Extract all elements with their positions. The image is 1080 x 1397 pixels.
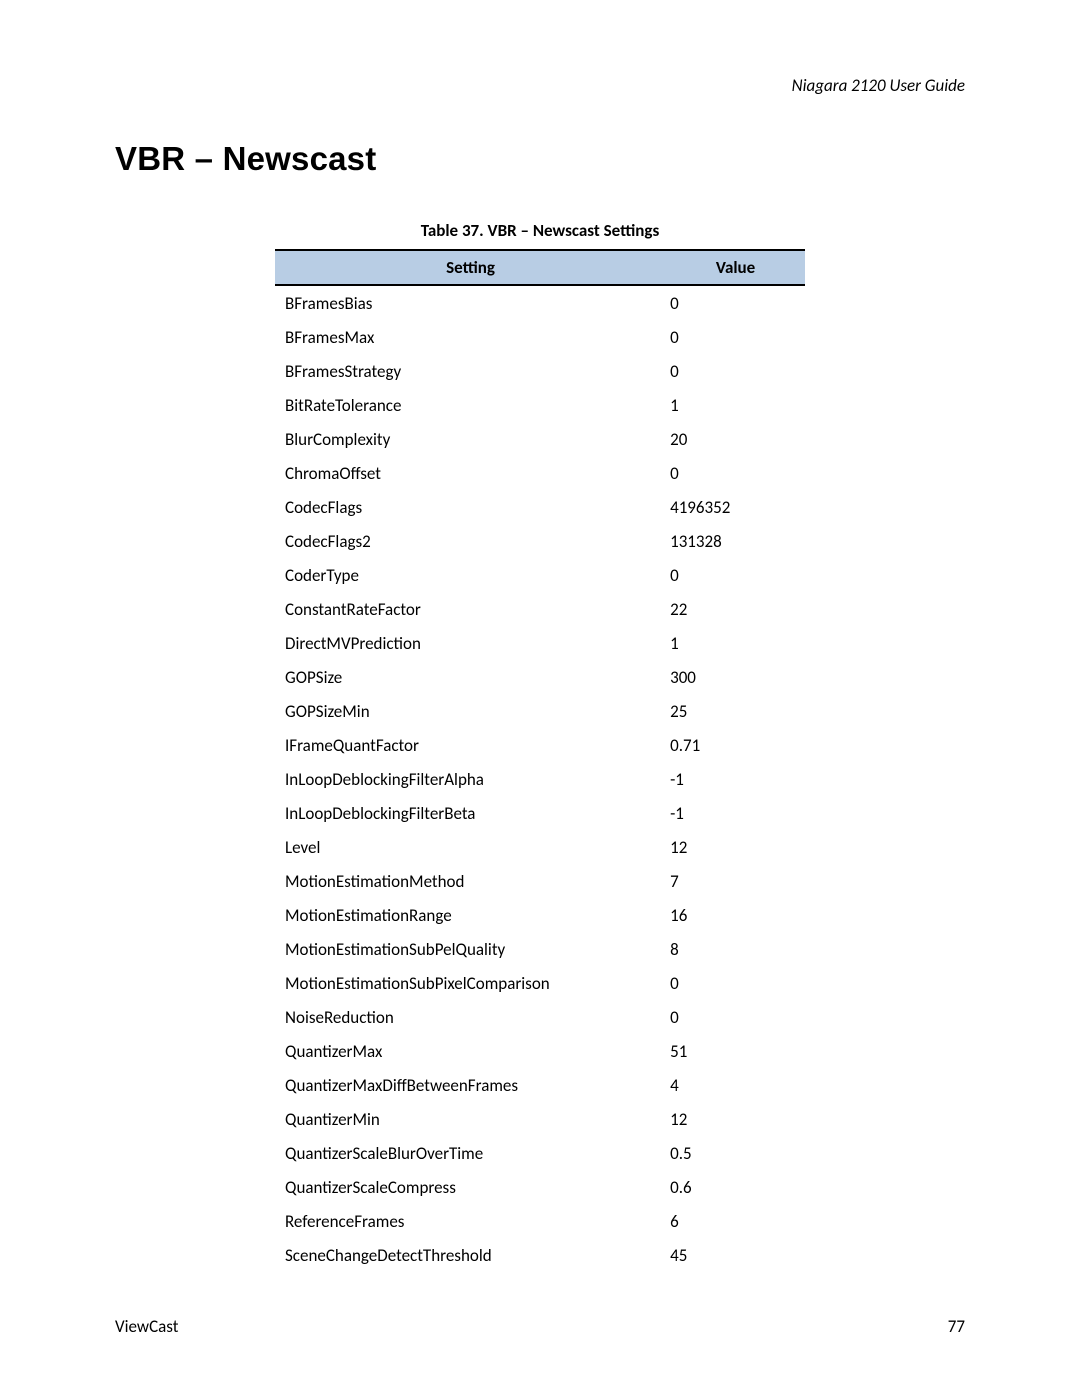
value-cell: 1	[666, 626, 805, 660]
table-header-row: Setting Value	[275, 250, 805, 285]
page-footer: ViewCast 77	[115, 1316, 965, 1337]
setting-cell: BitRateTolerance	[275, 388, 666, 422]
setting-cell: MotionEstimationMethod	[275, 864, 666, 898]
setting-cell: MotionEstimationSubPixelComparison	[275, 966, 666, 1000]
table-row: MotionEstimationRange16	[275, 898, 805, 932]
setting-cell: NoiseReduction	[275, 1000, 666, 1034]
footer-page-number: 77	[948, 1316, 965, 1337]
table-row: QuantizerMaxDiffBetweenFrames4	[275, 1068, 805, 1102]
setting-cell: CodecFlags	[275, 490, 666, 524]
table-row: BFramesBias0	[275, 285, 805, 320]
value-cell: 45	[666, 1238, 805, 1272]
column-header-value: Value	[666, 250, 805, 285]
value-cell: 0	[666, 285, 805, 320]
table-caption: Table 37. VBR – Newscast Settings	[115, 220, 965, 241]
column-header-setting: Setting	[275, 250, 666, 285]
setting-cell: GOPSize	[275, 660, 666, 694]
section-heading: VBR – Newscast	[115, 140, 965, 178]
table-row: DirectMVPrediction1	[275, 626, 805, 660]
value-cell: 0.5	[666, 1136, 805, 1170]
setting-cell: BFramesMax	[275, 320, 666, 354]
table-row: BlurComplexity20	[275, 422, 805, 456]
table-row: InLoopDeblockingFilterAlpha-1	[275, 762, 805, 796]
value-cell: 0	[666, 1000, 805, 1034]
value-cell: 300	[666, 660, 805, 694]
value-cell: 0	[666, 456, 805, 490]
value-cell: 0	[666, 558, 805, 592]
value-cell: 12	[666, 830, 805, 864]
value-cell: 0	[666, 354, 805, 388]
setting-cell: BlurComplexity	[275, 422, 666, 456]
table-row: BFramesStrategy0	[275, 354, 805, 388]
setting-cell: ChromaOffset	[275, 456, 666, 490]
setting-cell: ReferenceFrames	[275, 1204, 666, 1238]
value-cell: 22	[666, 592, 805, 626]
table-row: ChromaOffset0	[275, 456, 805, 490]
setting-cell: QuantizerMax	[275, 1034, 666, 1068]
setting-cell: GOPSizeMin	[275, 694, 666, 728]
table-row: MotionEstimationSubPixelComparison0	[275, 966, 805, 1000]
value-cell: 131328	[666, 524, 805, 558]
setting-cell: ConstantRateFactor	[275, 592, 666, 626]
setting-cell: CodecFlags2	[275, 524, 666, 558]
value-cell: 25	[666, 694, 805, 728]
value-cell: 20	[666, 422, 805, 456]
table-row: CodecFlags2131328	[275, 524, 805, 558]
table-row: GOPSize300	[275, 660, 805, 694]
document-title: Niagara 2120 User Guide	[115, 75, 965, 96]
footer-left: ViewCast	[115, 1316, 178, 1337]
setting-cell: QuantizerMaxDiffBetweenFrames	[275, 1068, 666, 1102]
table-row: MotionEstimationSubPelQuality8	[275, 932, 805, 966]
setting-cell: MotionEstimationSubPelQuality	[275, 932, 666, 966]
setting-cell: QuantizerScaleBlurOverTime	[275, 1136, 666, 1170]
table-row: QuantizerMax51	[275, 1034, 805, 1068]
setting-cell: DirectMVPrediction	[275, 626, 666, 660]
setting-cell: MotionEstimationRange	[275, 898, 666, 932]
setting-cell: CoderType	[275, 558, 666, 592]
value-cell: 8	[666, 932, 805, 966]
setting-cell: IFrameQuantFactor	[275, 728, 666, 762]
setting-cell: Level	[275, 830, 666, 864]
setting-cell: InLoopDeblockingFilterAlpha	[275, 762, 666, 796]
setting-cell: QuantizerMin	[275, 1102, 666, 1136]
table-row: ReferenceFrames6	[275, 1204, 805, 1238]
table-row: QuantizerScaleBlurOverTime0.5	[275, 1136, 805, 1170]
table-row: IFrameQuantFactor0.71	[275, 728, 805, 762]
value-cell: 6	[666, 1204, 805, 1238]
value-cell: -1	[666, 762, 805, 796]
table-row: CoderType0	[275, 558, 805, 592]
value-cell: 0	[666, 966, 805, 1000]
table-row: SceneChangeDetectThreshold45	[275, 1238, 805, 1272]
table-row: QuantizerMin12	[275, 1102, 805, 1136]
setting-cell: InLoopDeblockingFilterBeta	[275, 796, 666, 830]
table-row: InLoopDeblockingFilterBeta-1	[275, 796, 805, 830]
table-row: BFramesMax0	[275, 320, 805, 354]
table-row: NoiseReduction0	[275, 1000, 805, 1034]
value-cell: 1	[666, 388, 805, 422]
value-cell: 4	[666, 1068, 805, 1102]
value-cell: 51	[666, 1034, 805, 1068]
value-cell: 0.71	[666, 728, 805, 762]
table-row: ConstantRateFactor22	[275, 592, 805, 626]
setting-cell: QuantizerScaleCompress	[275, 1170, 666, 1204]
value-cell: 7	[666, 864, 805, 898]
table-row: MotionEstimationMethod7	[275, 864, 805, 898]
table-row: GOPSizeMin25	[275, 694, 805, 728]
table-row: BitRateTolerance1	[275, 388, 805, 422]
value-cell: 0.6	[666, 1170, 805, 1204]
setting-cell: BFramesStrategy	[275, 354, 666, 388]
value-cell: 0	[666, 320, 805, 354]
value-cell: 16	[666, 898, 805, 932]
table-row: Level12	[275, 830, 805, 864]
page: Niagara 2120 User Guide VBR – Newscast T…	[0, 0, 1080, 1397]
setting-cell: SceneChangeDetectThreshold	[275, 1238, 666, 1272]
table-row: QuantizerScaleCompress0.6	[275, 1170, 805, 1204]
table-row: CodecFlags4196352	[275, 490, 805, 524]
settings-table: Setting Value BFramesBias0BFramesMax0BFr…	[275, 249, 805, 1272]
value-cell: -1	[666, 796, 805, 830]
value-cell: 12	[666, 1102, 805, 1136]
value-cell: 4196352	[666, 490, 805, 524]
setting-cell: BFramesBias	[275, 285, 666, 320]
